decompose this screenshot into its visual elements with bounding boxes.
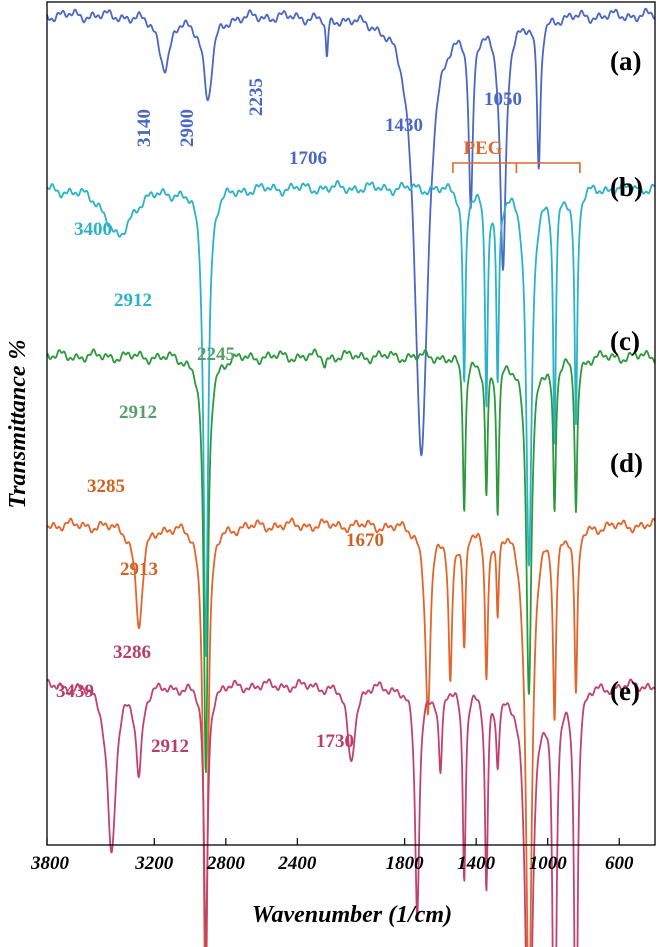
- x-tick-label: 1800: [386, 853, 425, 874]
- peak-label: 2245: [197, 344, 235, 365]
- peak-label: 2900: [177, 109, 198, 147]
- x-axis-title: Wavenumber (1/cm): [252, 902, 452, 928]
- x-tick-label: 600: [605, 853, 634, 874]
- peak-label: 1670: [346, 530, 384, 551]
- peak-label: 3286: [113, 642, 151, 663]
- spectra-layer: [46, 7, 656, 947]
- peak-label: 2912: [114, 290, 152, 311]
- peak-label: 2912: [151, 736, 189, 757]
- spectrum-line-1: [46, 7, 656, 457]
- peak-label: 2912: [119, 402, 157, 423]
- peak-label: 1050: [484, 89, 522, 110]
- peak-label: 3439: [56, 681, 94, 702]
- peak-label: 1430: [385, 115, 423, 136]
- panel-label: (b): [610, 172, 643, 202]
- spectrum-line-4: [46, 517, 656, 947]
- panel-label: (e): [610, 676, 640, 706]
- panel-label: (d): [610, 448, 643, 478]
- peak-label: PEG: [463, 138, 502, 159]
- peak-annotations: (a) (b) (c) (d) (e) 3140 2900 2235 1706 1430 1050 P…: [56, 46, 643, 757]
- x-tick-label: 1400: [457, 853, 496, 874]
- peak-label: 2235: [246, 78, 267, 116]
- peak-label: 3140: [134, 109, 155, 147]
- peak-label: 3400: [74, 219, 112, 240]
- spectrum-line-3: [46, 348, 656, 774]
- x-tick-label: 1000: [529, 853, 568, 874]
- x-tick-label: 3800: [30, 853, 70, 874]
- peak-label: 2913: [120, 559, 158, 580]
- panel-label: (a): [610, 46, 641, 76]
- axes: 3800 3200 2800 2400 1800 1400 1000 600: [30, 838, 634, 874]
- peg-bracket: [452, 162, 581, 173]
- y-axis-title: Transmittance %: [5, 339, 31, 508]
- panel-label: (c): [610, 326, 640, 356]
- spectrum-line-5: [46, 678, 656, 947]
- peak-label: 1730: [316, 731, 354, 752]
- plot-frame: [46, 1, 656, 846]
- peak-label: 3285: [87, 476, 125, 497]
- x-tick-label: 2800: [206, 853, 246, 874]
- x-tick-label: 2400: [277, 853, 317, 874]
- x-tick-label: 3200: [134, 853, 174, 874]
- peak-label: 1706: [289, 148, 327, 169]
- spectrum-line-2: [46, 179, 656, 657]
